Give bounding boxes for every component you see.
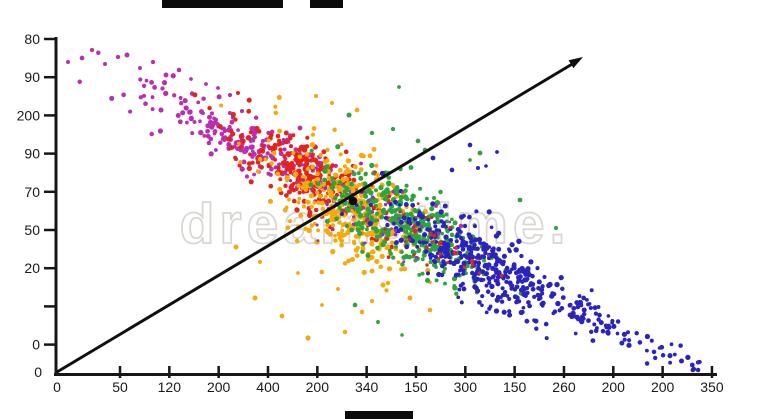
x-origin-label: 0 [53, 379, 61, 395]
x-tick-label: 400 [256, 379, 280, 395]
x-tick-label: 260 [552, 379, 576, 395]
y-tick-label: 200 [17, 107, 41, 123]
top-cropped-text-bar [310, 0, 343, 8]
x-tick-label: 120 [158, 379, 182, 395]
x-tick-label: 300 [454, 379, 478, 395]
y-tick-label: 90 [24, 69, 40, 85]
y-tick-label: 20 [24, 260, 40, 276]
y-origin-label: 0 [34, 364, 42, 380]
cropped-text-artifacts [162, 0, 413, 419]
x-tick-label: 200 [306, 379, 330, 395]
highlight-point [348, 196, 358, 206]
x-tick-label: 150 [404, 379, 428, 395]
y-tick-label: 80 [24, 31, 40, 47]
top-cropped-text-bar [162, 0, 283, 8]
trend-arrow [56, 57, 583, 374]
y-tick-label: 70 [24, 184, 40, 200]
bottom-cropped-text-bar [345, 411, 413, 419]
x-tick-label: 150 [503, 379, 527, 395]
x-tick-label: 200 [207, 379, 231, 395]
y-tick-label: 0 [32, 337, 40, 353]
arrow-shaft [56, 58, 580, 374]
y-tick-label: 50 [24, 222, 40, 238]
scatter-points [66, 47, 702, 373]
x-tick-label: 50 [112, 379, 128, 395]
x-tick-label: 200 [651, 379, 675, 395]
arrow-head [568, 57, 583, 69]
x-tick-label: 200 [602, 379, 626, 395]
x-tick-label: 350 [700, 379, 724, 395]
y-tick-label: 90 [24, 146, 40, 162]
x-tick-label: 340 [355, 379, 379, 395]
